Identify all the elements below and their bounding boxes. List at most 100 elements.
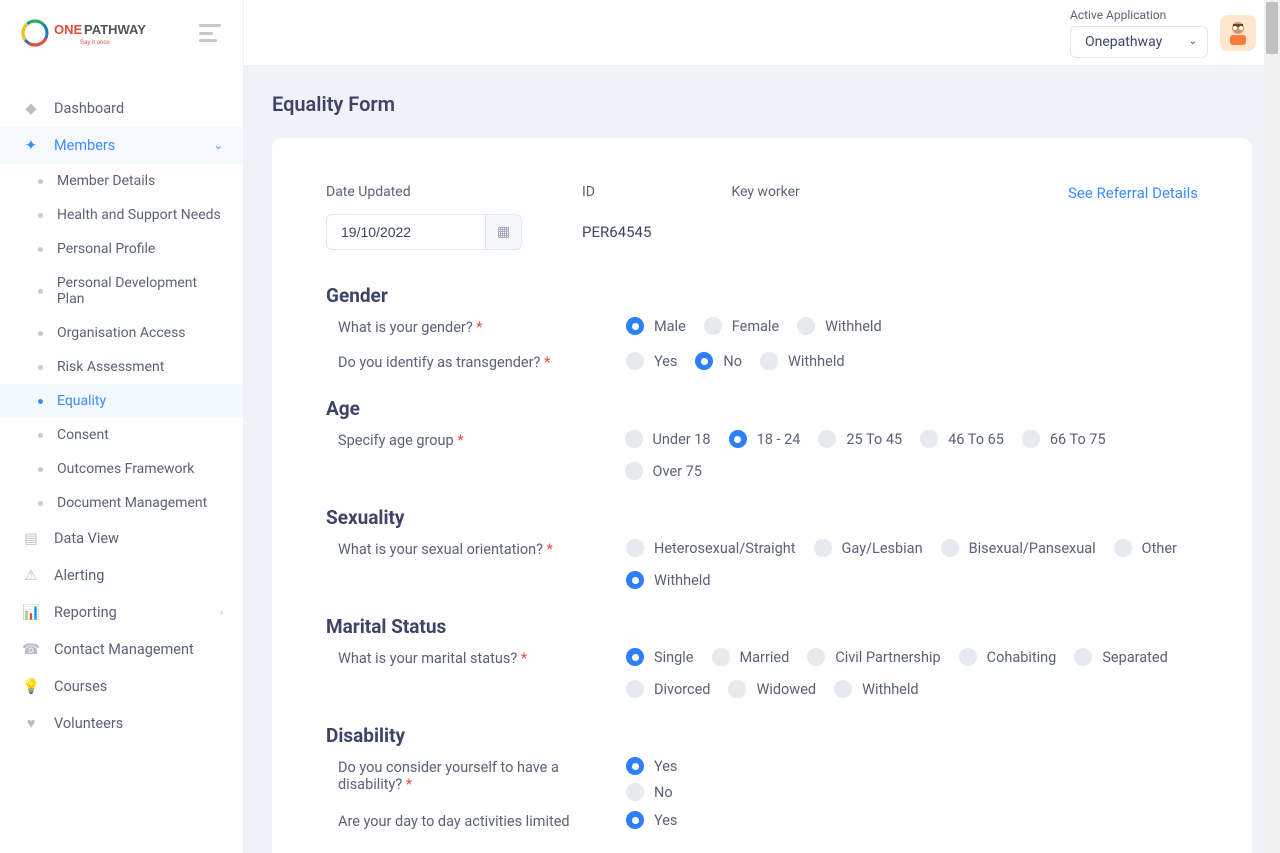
sidebar-subitem-consent[interactable]: Consent xyxy=(0,418,243,452)
question-label: What is your marital status? * xyxy=(326,648,626,667)
active-app-block: Active Application Onepathway ⌄ xyxy=(1070,8,1208,58)
section-sexuality: Sexuality What is your sexual orientatio… xyxy=(326,506,1198,589)
members-icon: ✦ xyxy=(20,137,42,154)
section-title: Disability xyxy=(326,724,1198,747)
chevron-down-icon: ⌄ xyxy=(1189,36,1197,47)
radio-trans-withheld[interactable]: Withheld xyxy=(760,352,845,370)
radio-age-66-75[interactable]: 66 To 75 xyxy=(1022,430,1106,448)
sidebar-item-label: Reporting xyxy=(54,604,117,621)
radio-age-over75[interactable]: Over 75 xyxy=(625,462,702,480)
section-title: Sexuality xyxy=(326,506,1198,529)
chevron-down-icon: ⌄ xyxy=(214,139,223,152)
dataview-icon: ▤ xyxy=(20,530,42,547)
radio-age-18-24[interactable]: 18 - 24 xyxy=(729,430,801,448)
radio-sex-gay[interactable]: Gay/Lesbian xyxy=(814,539,923,557)
sidebar-item-reporting[interactable]: 📊 Reporting › xyxy=(0,594,243,631)
section-disability: Disability Do you consider yourself to h… xyxy=(326,724,1198,830)
question-label: What is your gender? * xyxy=(326,317,626,336)
sidebar-item-dataview[interactable]: ▤ Data View xyxy=(0,520,243,557)
radio-male[interactable]: Male xyxy=(626,317,686,335)
sidebar-item-label: Courses xyxy=(54,678,107,695)
chevron-right-icon: › xyxy=(220,606,223,619)
keyworker-label: Key worker xyxy=(731,184,799,200)
sidebar-subitem-outcomes[interactable]: Outcomes Framework xyxy=(0,452,243,486)
radio-dis-no[interactable]: No xyxy=(626,783,673,801)
question-label: Are your day to day activities limited xyxy=(326,811,626,830)
radio-age-46-65[interactable]: 46 To 65 xyxy=(920,430,1004,448)
active-app-select[interactable]: Onepathway ⌄ xyxy=(1070,26,1208,58)
radio-female[interactable]: Female xyxy=(704,317,779,335)
sidebar-item-label: Volunteers xyxy=(54,715,123,732)
radio-limited-yes[interactable]: Yes xyxy=(626,811,677,829)
radio-sex-withheld[interactable]: Withheld xyxy=(626,571,711,589)
alert-icon: ⚠ xyxy=(20,567,42,584)
radio-mar-div[interactable]: Divorced xyxy=(626,680,710,698)
radio-trans-no[interactable]: No xyxy=(695,352,742,370)
referral-link[interactable]: See Referral Details xyxy=(1068,184,1198,202)
sidebar-item-label: Contact Management xyxy=(54,641,194,658)
section-gender: Gender What is your gender? * Male Femal… xyxy=(326,284,1198,371)
question-label: Do you identify as transgender? * xyxy=(326,352,626,371)
radio-sex-other[interactable]: Other xyxy=(1114,539,1177,557)
radio-mar-withheld[interactable]: Withheld xyxy=(834,680,919,698)
radio-age-under18[interactable]: Under 18 xyxy=(625,430,711,448)
sidebar-subitem-equality[interactable]: Equality xyxy=(0,384,243,418)
radio-dis-yes[interactable]: Yes xyxy=(626,757,677,775)
sidebar-item-members[interactable]: ✦ Members ⌄ xyxy=(0,127,243,164)
content: Equality Form Date Updated ▦ ID xyxy=(244,66,1280,853)
sidebar-item-label: Alerting xyxy=(54,567,104,584)
radio-age-25-45[interactable]: 25 To 45 xyxy=(818,430,902,448)
radio-withheld[interactable]: Withheld xyxy=(797,317,882,335)
sidebar-subitem-personal-profile[interactable]: Personal Profile xyxy=(0,232,243,266)
logo-icon: ONE PATHWAY Say it once xyxy=(20,18,160,48)
scrollbar[interactable] xyxy=(1264,0,1280,853)
sidebar-item-courses[interactable]: 💡 Courses xyxy=(0,668,243,705)
keyworker-col: Key worker xyxy=(731,184,799,214)
heart-icon: ♥ xyxy=(20,715,42,732)
radio-mar-single[interactable]: Single xyxy=(626,648,694,666)
sidebar-subitem-health[interactable]: Health and Support Needs xyxy=(0,198,243,232)
question-label: Do you consider yourself to have a disab… xyxy=(326,757,626,793)
sidebar-item-dashboard[interactable]: ◆ Dashboard xyxy=(0,90,243,127)
scrollbar-thumb[interactable] xyxy=(1266,2,1278,54)
sidebar: ONE PATHWAY Say it once ◆ Dashboard ✦ Me… xyxy=(0,0,244,853)
form-card: Date Updated ▦ ID PER64545 Key wo xyxy=(272,138,1252,853)
sidebar-subitem-risk[interactable]: Risk Assessment xyxy=(0,350,243,384)
date-col: Date Updated ▦ xyxy=(326,184,522,250)
dashboard-icon: ◆ xyxy=(20,100,42,117)
members-submenu: Member Details Health and Support Needs … xyxy=(0,164,243,520)
id-col: ID PER64545 xyxy=(582,184,651,241)
radio-sex-bi[interactable]: Bisexual/Pansexual xyxy=(941,539,1096,557)
radio-mar-cohab[interactable]: Cohabiting xyxy=(959,648,1057,666)
menu-toggle-icon[interactable] xyxy=(199,24,223,42)
radio-mar-civil[interactable]: Civil Partnership xyxy=(807,648,940,666)
avatar[interactable] xyxy=(1220,15,1256,51)
date-label: Date Updated xyxy=(326,184,522,200)
meta-row: Date Updated ▦ ID PER64545 Key wo xyxy=(326,184,1198,250)
sidebar-item-contacts[interactable]: ☎ Contact Management xyxy=(0,631,243,668)
page-title: Equality Form xyxy=(272,92,1252,116)
calendar-button[interactable]: ▦ xyxy=(486,214,522,250)
sidebar-subitem-pdp[interactable]: Personal Development Plan xyxy=(0,266,243,316)
date-input[interactable] xyxy=(326,214,486,250)
radio-sex-hetero[interactable]: Heterosexual/Straight xyxy=(626,539,796,557)
sidebar-subitem-documents[interactable]: Document Management xyxy=(0,486,243,520)
sidebar-item-volunteers[interactable]: ♥ Volunteers xyxy=(0,705,243,742)
id-label: ID xyxy=(582,184,651,200)
svg-text:ONE: ONE xyxy=(54,22,83,37)
sidebar-subitem-member-details[interactable]: Member Details xyxy=(0,164,243,198)
question-label: What is your sexual orientation? * xyxy=(326,539,626,558)
sidebar-item-label: Data View xyxy=(54,530,119,547)
radio-mar-wid[interactable]: Widowed xyxy=(728,680,816,698)
section-title: Marital Status xyxy=(326,615,1198,638)
radio-trans-yes[interactable]: Yes xyxy=(626,352,677,370)
chart-icon: 📊 xyxy=(20,604,42,621)
sidebar-subitem-org-access[interactable]: Organisation Access xyxy=(0,316,243,350)
svg-text:Say it once: Say it once xyxy=(80,40,110,46)
radio-mar-married[interactable]: Married xyxy=(712,648,790,666)
sidebar-item-label: Members xyxy=(54,137,115,154)
sidebar-item-label: Dashboard xyxy=(54,100,124,117)
radio-mar-sep[interactable]: Separated xyxy=(1074,648,1167,666)
sidebar-item-alerting[interactable]: ⚠ Alerting xyxy=(0,557,243,594)
section-title: Gender xyxy=(326,284,1198,307)
